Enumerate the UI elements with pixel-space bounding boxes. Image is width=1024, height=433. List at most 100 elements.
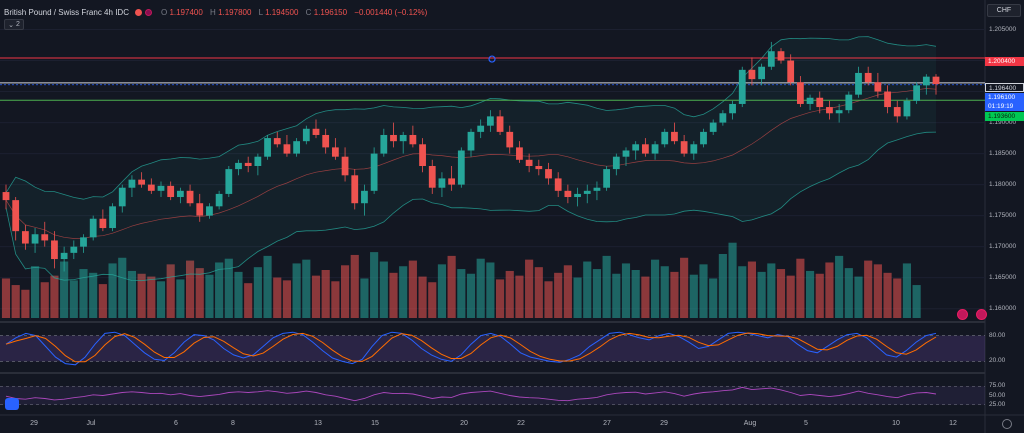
volume-bar: [350, 254, 359, 318]
volume-bar: [408, 260, 417, 318]
candle-body: [661, 131, 669, 145]
candle-body: [574, 193, 581, 198]
open-value: 1.197400: [169, 7, 203, 17]
date-tick-label: 20: [460, 420, 468, 427]
ohlc-values: O 1.197400 H 1.197800 L 1.194500 C 1.196…: [161, 8, 427, 17]
candle-body: [622, 150, 630, 157]
candle-body: [680, 141, 688, 154]
candle-body: [467, 131, 475, 151]
volume-bar: [883, 272, 892, 318]
volume-bar: [767, 263, 776, 318]
candle-body: [855, 72, 862, 95]
stoch-k-line: [5, 331, 937, 366]
date-tick-label: 10: [892, 420, 900, 427]
candle-body: [554, 178, 562, 191]
tradingview-logo-icon[interactable]: [5, 398, 19, 410]
candle-body: [767, 51, 775, 67]
candle-body: [525, 159, 533, 166]
candle-body: [264, 138, 271, 157]
event-badge-icon[interactable]: [976, 309, 987, 320]
current-price-tag: 1.196100: [985, 93, 1024, 102]
volume-bar: [166, 264, 175, 318]
candle-body: [516, 147, 523, 160]
candle-body: [796, 82, 804, 104]
candle-body: [690, 144, 698, 154]
indicator-collapse-button[interactable]: ⌄ 2: [4, 19, 24, 30]
volume-bar: [554, 272, 563, 318]
candle-body: [612, 156, 620, 170]
price-tick-label: 1.165000: [989, 273, 1017, 281]
volume-bar: [835, 255, 844, 318]
symbol-legend: British Pound / Swiss Franc 4h IDC O 1.1…: [4, 5, 427, 19]
candle-body: [80, 237, 87, 247]
candle-body: [89, 218, 97, 238]
price-tick-label: 1.205000: [989, 25, 1017, 33]
candle-body: [419, 144, 426, 166]
volume-bar: [573, 277, 582, 318]
candle-body: [12, 200, 20, 232]
currency-selector[interactable]: CHF: [987, 4, 1021, 17]
candle-body: [118, 187, 126, 207]
date-tick-label: 22: [517, 420, 525, 427]
volume-bar: [224, 258, 233, 318]
candle-body: [641, 144, 649, 154]
candle-body: [903, 100, 911, 117]
candle-body: [806, 97, 814, 104]
sell-dot-icon[interactable]: [134, 8, 142, 16]
volume-bar: [854, 276, 863, 318]
candle-body: [176, 190, 184, 198]
candle-body: [322, 134, 330, 148]
candle-body: [351, 175, 359, 204]
candle-body: [748, 69, 756, 80]
source-label: IDC: [115, 7, 129, 17]
volume-bar: [89, 272, 98, 318]
candle-body: [738, 69, 746, 104]
volume-bar: [147, 276, 156, 318]
volume-bar: [505, 270, 514, 318]
resistance-price-tag: 1.200400: [985, 57, 1024, 66]
candle-body: [496, 116, 504, 132]
candle-body: [331, 147, 339, 157]
event-badge-icon[interactable]: [957, 309, 968, 320]
gear-icon[interactable]: [1002, 419, 1012, 429]
volume-bar: [311, 275, 321, 318]
volume-bar: [1, 278, 11, 318]
bollinger-fill: [6, 36, 936, 281]
symbol-title[interactable]: British Pound / Swiss Franc 4h IDC: [4, 8, 129, 17]
date-tick-label: 29: [30, 420, 38, 427]
candle-body: [816, 97, 824, 108]
volume-bar: [815, 273, 824, 318]
volume-bar: [689, 274, 698, 318]
date-tick-label: 6: [174, 420, 178, 427]
volume-bar: [466, 273, 476, 318]
candle-body: [593, 187, 601, 191]
oscillator-tick-label: 20.00: [989, 357, 1006, 365]
volume-bar: [428, 282, 437, 318]
volume-bar: [486, 262, 495, 318]
volume-bar: [457, 269, 466, 318]
volume-bar: [728, 242, 737, 318]
oscillator-tick-label: 80.00: [989, 331, 1006, 339]
candle-body: [651, 144, 659, 154]
buy-dot-icon[interactable]: [144, 8, 152, 16]
volume-bar: [650, 259, 660, 318]
high-label: H: [210, 7, 216, 17]
candle-body: [2, 192, 10, 201]
candle-body: [835, 110, 843, 114]
candle-body: [787, 60, 795, 83]
symbol-name: British Pound / Swiss Franc: [4, 7, 102, 17]
volume-bar: [525, 259, 534, 318]
bollinger-lower: [5, 131, 937, 282]
volume-bar: [137, 273, 146, 318]
volume-bar: [60, 261, 69, 318]
volume-bar: [69, 280, 78, 318]
date-tick-label: 27: [603, 420, 611, 427]
candle-body: [535, 166, 543, 170]
volume-bar: [331, 281, 340, 318]
volume-bar: [370, 252, 379, 318]
candle-body: [128, 179, 136, 188]
candle-body: [380, 134, 388, 154]
